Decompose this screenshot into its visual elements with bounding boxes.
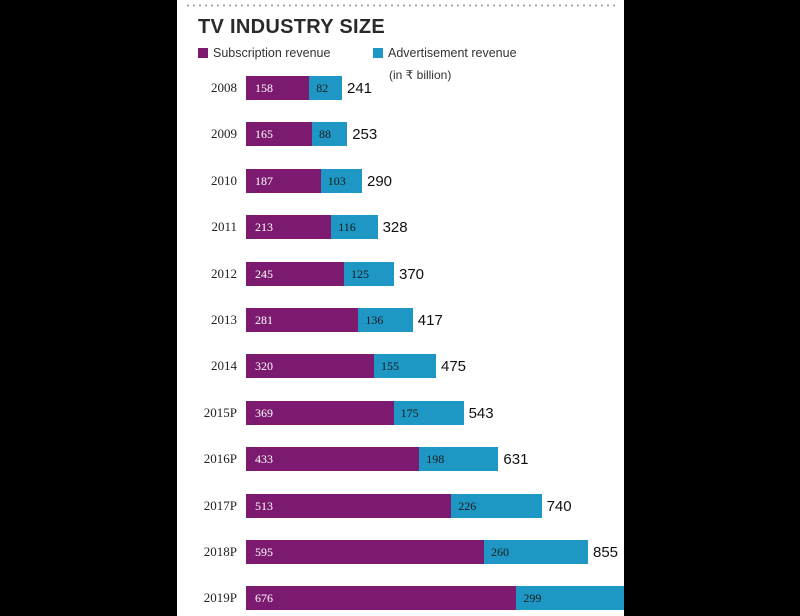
year-label: 2010 bbox=[211, 173, 237, 188]
bar-advertisement bbox=[331, 215, 378, 239]
bar-advertisement bbox=[320, 169, 362, 193]
bar-advertisement-label: 299 bbox=[523, 591, 542, 605]
bar-subscription bbox=[246, 401, 394, 425]
bar-advertisement-label: 155 bbox=[381, 359, 399, 373]
bar-subscription-label: 165 bbox=[255, 127, 273, 141]
bar-advertisement bbox=[419, 447, 499, 471]
bar-total-label: 253 bbox=[352, 126, 378, 143]
bar-subscription bbox=[246, 215, 332, 239]
year-label: 2013 bbox=[211, 312, 237, 327]
bar-advertisement-label: 198 bbox=[426, 452, 445, 466]
bar-subscription-label: 158 bbox=[255, 81, 273, 95]
bar-subscription-label: 187 bbox=[255, 174, 273, 188]
year-label: 2017P bbox=[203, 498, 237, 513]
bar-subscription-label: 213 bbox=[255, 220, 273, 234]
bar-total-label: 241 bbox=[347, 80, 373, 97]
bar-advertisement-label: 226 bbox=[458, 499, 477, 513]
legend-swatch-subscription bbox=[198, 48, 208, 58]
legend-label-subscription: Subscription revenue bbox=[213, 46, 331, 60]
bar-advertisement-label: 136 bbox=[365, 313, 384, 327]
chart-panel: TV INDUSTRY SIZE Subscription revenue Ad… bbox=[177, 0, 624, 616]
bar-subscription-label: 369 bbox=[255, 406, 273, 420]
bar-advertisement bbox=[344, 262, 394, 286]
legend-label-advertisement: Advertisement revenue bbox=[388, 46, 517, 60]
bar-advertisement bbox=[393, 401, 464, 425]
bar-subscription-label: 676 bbox=[255, 591, 273, 605]
bar-subscription bbox=[246, 540, 484, 564]
bar-advertisement-label: 125 bbox=[351, 267, 369, 281]
bar-subscription bbox=[246, 169, 321, 193]
bar-advertisement-label: 260 bbox=[491, 545, 509, 559]
bar-subscription bbox=[246, 586, 517, 610]
bar-subscription bbox=[246, 354, 374, 378]
bar-subscription-label: 595 bbox=[255, 545, 273, 559]
bar-advertisement bbox=[516, 586, 624, 610]
bar-subscription bbox=[246, 76, 310, 100]
bar-subscription bbox=[246, 494, 452, 518]
year-label: 2018P bbox=[203, 544, 237, 559]
bar-advertisement bbox=[484, 540, 588, 564]
bar-advertisement-label: 88 bbox=[319, 127, 331, 141]
bar-total-label: 855 bbox=[593, 544, 619, 561]
bar-advertisement bbox=[309, 76, 342, 100]
bar-advertisement bbox=[451, 494, 542, 518]
chart-title: TV INDUSTRY SIZE bbox=[198, 16, 386, 38]
bar-total-label: 290 bbox=[367, 173, 393, 190]
bar-total-label: 328 bbox=[382, 219, 408, 236]
bar-total-label: 370 bbox=[399, 266, 425, 283]
year-label: 2015P bbox=[203, 405, 237, 420]
bar-total-label: 543 bbox=[468, 405, 494, 422]
bar-subscription-label: 433 bbox=[255, 452, 273, 466]
year-label: 2011 bbox=[211, 219, 237, 234]
bar-subscription bbox=[246, 447, 420, 471]
bar-advertisement-label: 116 bbox=[338, 220, 356, 234]
legend-item-advertisement: Advertisement revenue bbox=[373, 46, 517, 60]
bar-subscription-label: 513 bbox=[255, 499, 273, 513]
bar-subscription-label: 245 bbox=[255, 267, 273, 281]
bar-subscription-label: 320 bbox=[255, 359, 273, 373]
legend-item-subscription: Subscription revenue bbox=[198, 46, 330, 60]
bar-advertisement bbox=[312, 122, 348, 146]
bar-advertisement-label: 103 bbox=[327, 174, 346, 188]
bar-advertisement-label: 175 bbox=[400, 406, 419, 420]
bar-total-label: 417 bbox=[417, 312, 443, 329]
year-label: 2016P bbox=[203, 451, 237, 466]
year-label: 2009 bbox=[211, 126, 237, 141]
bar-subscription bbox=[246, 308, 359, 332]
dotted-rule bbox=[185, 4, 616, 7]
bar-subscription bbox=[246, 262, 344, 286]
bar-advertisement bbox=[358, 308, 413, 332]
year-label: 2008 bbox=[211, 80, 237, 95]
year-label: 2012 bbox=[211, 266, 237, 281]
bar-advertisement bbox=[374, 354, 436, 378]
year-label: 2019P bbox=[203, 590, 237, 605]
bar-total-label: 475 bbox=[441, 358, 467, 375]
legend-swatch-advertisement bbox=[373, 48, 383, 58]
bar-total-label: 740 bbox=[546, 498, 572, 515]
year-label: 2014 bbox=[211, 358, 237, 373]
unit-note: (in ₹ billion) bbox=[389, 68, 452, 82]
bar-advertisement-label: 82 bbox=[316, 81, 329, 95]
bar-subscription bbox=[246, 122, 312, 146]
bar-total-label: 631 bbox=[503, 451, 529, 468]
bar-subscription-label: 281 bbox=[255, 313, 273, 327]
